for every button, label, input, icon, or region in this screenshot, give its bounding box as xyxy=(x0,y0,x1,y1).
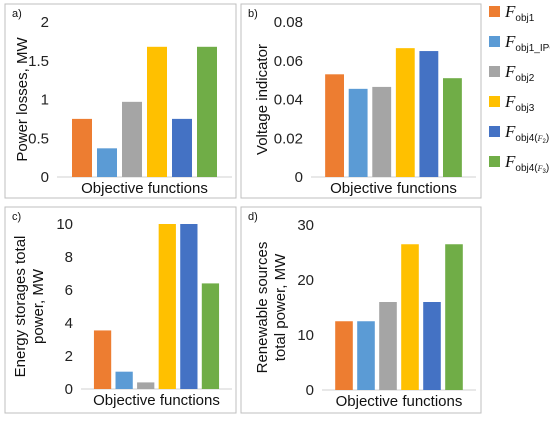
legend-swatch xyxy=(489,96,500,107)
y-tick-label: 2 xyxy=(41,14,49,31)
bar xyxy=(325,74,344,177)
y-axis-label: Power losses, MW xyxy=(14,37,31,162)
legend-swatch xyxy=(489,156,500,167)
bar xyxy=(158,224,176,389)
bar xyxy=(401,244,419,390)
chart-panel-3: c) 0 2 4 6 8 10 Objective functions Energy stora… xyxy=(4,206,237,414)
bar xyxy=(115,371,133,389)
y-axis-label: Renewable sourcestotal power, MW xyxy=(254,242,289,374)
bar xyxy=(93,330,112,389)
y-tick-label: 10 xyxy=(297,327,314,344)
bar xyxy=(197,46,217,177)
panel-border xyxy=(4,3,237,199)
bar xyxy=(122,101,142,177)
legend-swatch xyxy=(489,126,500,137)
legend-item: Fobj4(F3) xyxy=(489,152,549,175)
y-tick-label: 10 xyxy=(56,216,73,233)
panel-letter: a) xyxy=(12,8,22,20)
bar xyxy=(72,118,92,178)
y-tick-label: 30 xyxy=(297,217,314,234)
bar xyxy=(348,88,368,177)
legend-item: Fobj1 xyxy=(489,2,535,24)
y-axis-label: Voltage indicator xyxy=(254,44,271,155)
legend-swatch xyxy=(489,36,500,47)
bar xyxy=(445,244,463,390)
legend-item: Fobj3 xyxy=(489,92,535,114)
y-tick-label: 1.5 xyxy=(28,53,49,70)
y-tick-label: 0.08 xyxy=(274,14,303,31)
chart-panel-2: b) 0 0.02 0.04 0.06 0.08 Objective functions Vo… xyxy=(240,3,482,199)
y-tick-label: 0.02 xyxy=(274,130,303,147)
y-tick-label: 0.04 xyxy=(274,92,303,109)
legend-item: Fobj4(F2) xyxy=(489,122,549,145)
bar xyxy=(147,46,167,177)
legend-label: Fobj1_IPC xyxy=(504,32,550,54)
bar xyxy=(419,51,439,178)
legend-swatch xyxy=(489,6,500,17)
legend-label: Fobj1 xyxy=(504,2,535,24)
bar xyxy=(172,118,192,178)
panel-border xyxy=(4,206,237,414)
y-tick-label: 4 xyxy=(65,315,73,332)
x-axis-label: Objective functions xyxy=(330,180,457,197)
legend-label: Fobj4(F3) xyxy=(504,152,549,175)
panel-letter: c) xyxy=(12,211,21,223)
panel-letter: d) xyxy=(248,211,258,223)
x-axis-label: Objective functions xyxy=(93,392,220,409)
chart-panel-1: a) 0 0.5 1 1.5 2 Objective functions Power loss… xyxy=(4,3,237,199)
legend-label: Fobj4(F2) xyxy=(504,122,549,145)
bar xyxy=(357,321,375,390)
y-tick-label: 0 xyxy=(65,381,73,398)
legend-label: Fobj3 xyxy=(504,92,535,114)
y-tick-label: 0.06 xyxy=(274,53,303,70)
chart-panel-4: d) 0 10 20 30 Objective functions Renewable so… xyxy=(240,206,482,414)
bar xyxy=(423,302,441,390)
bar xyxy=(97,148,117,177)
panel-border xyxy=(240,3,482,199)
y-tick-label: 8 xyxy=(65,249,73,266)
legend-swatch xyxy=(489,66,500,77)
panel-border xyxy=(240,206,482,414)
y-tick-label: 1 xyxy=(41,92,49,109)
bar xyxy=(335,321,353,390)
bar xyxy=(137,382,155,389)
bar xyxy=(395,48,415,177)
y-tick-label: 2 xyxy=(65,348,73,365)
x-axis-label: Objective functions xyxy=(81,180,208,197)
bar xyxy=(180,224,198,389)
legend: Fobj1 Fobj1_IPC Fobj2 Fobj3 Fobj4(F2) Fobj4(F… xyxy=(489,2,550,175)
bar xyxy=(201,283,220,389)
legend-item: Fobj1_IPC xyxy=(489,32,550,54)
y-tick-label: 0.5 xyxy=(28,130,49,147)
legend-label: Fobj2 xyxy=(504,62,535,84)
x-axis-label: Objective functions xyxy=(336,393,463,410)
panel-letter: b) xyxy=(248,8,258,20)
y-tick-label: 6 xyxy=(65,282,73,299)
y-tick-label: 0 xyxy=(306,382,314,399)
y-tick-label: 20 xyxy=(297,272,314,289)
y-axis-label: Energy storages totalpower, MW xyxy=(12,236,47,378)
y-tick-label: 0 xyxy=(41,169,49,186)
bar xyxy=(443,78,462,177)
legend-item: Fobj2 xyxy=(489,62,535,84)
bar xyxy=(372,86,392,177)
bar xyxy=(379,302,397,390)
y-tick-label: 0 xyxy=(295,169,303,186)
